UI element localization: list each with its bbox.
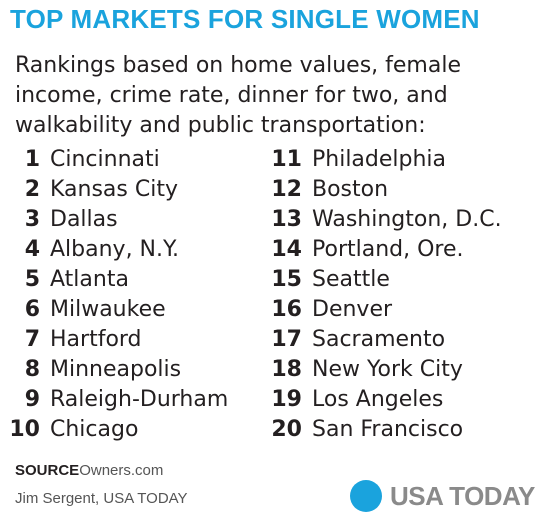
rank-number: 13 — [271, 207, 302, 232]
rank-number: 19 — [271, 387, 302, 412]
city-name: Atlanta — [50, 267, 129, 292]
rank-number: 20 — [271, 417, 302, 442]
ranking-row: 20 San Francisco — [262, 415, 502, 445]
rank-number: 1 — [24, 147, 40, 172]
ranking-row: 19 Los Angeles — [262, 385, 502, 415]
city-name: Hartford — [50, 327, 142, 352]
ranking-row: 16 Denver — [262, 295, 502, 325]
rankings-left-column: 1 Cincinnati 2 Kansas City 3 Dallas 4 Albany… — [0, 145, 228, 445]
rank-number: 5 — [24, 267, 40, 292]
ranking-row: 13 Washington, D.C. — [262, 205, 502, 235]
city-name: Raleigh-Durham — [50, 387, 229, 412]
usa-today-dot-icon — [350, 480, 382, 512]
rank-number: 12 — [271, 177, 302, 202]
ranking-row: 9 Raleigh-Durham — [0, 385, 229, 415]
city-name: Milwaukee — [50, 297, 166, 322]
ranking-row: 8 Minneapolis — [0, 355, 228, 385]
city-name: Seattle — [312, 267, 390, 292]
city-name: Cincinnati — [50, 147, 160, 172]
city-name: Los Angeles — [312, 387, 444, 412]
ranking-row: 11 Philadelphia — [262, 145, 502, 175]
rank-number: 8 — [24, 357, 40, 382]
ranking-row: 17 Sacramento — [262, 325, 502, 355]
credit-line: Jim Sergent, USA TODAY — [15, 490, 188, 507]
ranking-row: 5 Atlanta — [0, 265, 228, 295]
rank-number: 15 — [271, 267, 302, 292]
ranking-row: 4 Albany, N.Y. — [0, 235, 228, 265]
page-title: TOP MARKETS FOR SINGLE WOMEN — [10, 4, 480, 34]
city-name: Minneapolis — [50, 357, 182, 382]
ranking-row: 6 Milwaukee — [0, 295, 228, 325]
city-name: Denver — [312, 297, 393, 322]
rank-number: 16 — [271, 297, 302, 322]
rankings-right-column: 11 Philadelphia 12 Boston 13 Washington, D.… — [262, 145, 502, 445]
city-name: Portland, Ore. — [312, 237, 464, 262]
rank-number: 6 — [24, 297, 40, 322]
logo-text: USA TODAY — [390, 481, 535, 511]
rank-number: 11 — [271, 147, 302, 172]
city-name: Kansas City — [50, 177, 178, 202]
city-name: Washington, D.C. — [312, 207, 502, 232]
city-name: San Francisco — [312, 417, 464, 442]
city-name: Chicago — [50, 417, 139, 442]
rank-number: 10 — [9, 417, 40, 442]
city-name: New York City — [312, 357, 463, 382]
ranking-row: 10 Chicago — [0, 415, 228, 445]
source-line: SOURCEOwners.com — [15, 462, 163, 479]
ranking-row: 14 Portland, Ore. — [262, 235, 502, 265]
ranking-row: 3 Dallas — [0, 205, 228, 235]
subtitle: Rankings based on home values, female in… — [15, 53, 461, 138]
rank-number: 7 — [24, 327, 40, 352]
ranking-row: 15 Seattle — [262, 265, 502, 295]
ranking-row: 1 Cincinnati — [0, 145, 228, 175]
ranking-row: 12 Boston — [262, 175, 502, 205]
rank-number: 14 — [271, 237, 302, 262]
city-name: Sacramento — [312, 327, 446, 352]
rank-number: 2 — [24, 177, 40, 202]
ranking-row: 7 Hartford — [0, 325, 228, 355]
city-name: Albany, N.Y. — [50, 237, 179, 262]
city-name: Boston — [312, 177, 389, 202]
ranking-row: 2 Kansas City — [0, 175, 228, 205]
rank-number: 18 — [271, 357, 302, 382]
source-label: SOURCE — [15, 462, 80, 479]
ranking-row: 18 New York City — [262, 355, 502, 385]
rank-number: 4 — [24, 237, 40, 262]
rank-number: 9 — [24, 387, 40, 412]
rank-number: 17 — [271, 327, 302, 352]
source-text: Owners.com — [79, 462, 164, 479]
rank-number: 3 — [24, 207, 40, 232]
city-name: Philadelphia — [312, 147, 447, 172]
city-name: Dallas — [50, 207, 118, 232]
